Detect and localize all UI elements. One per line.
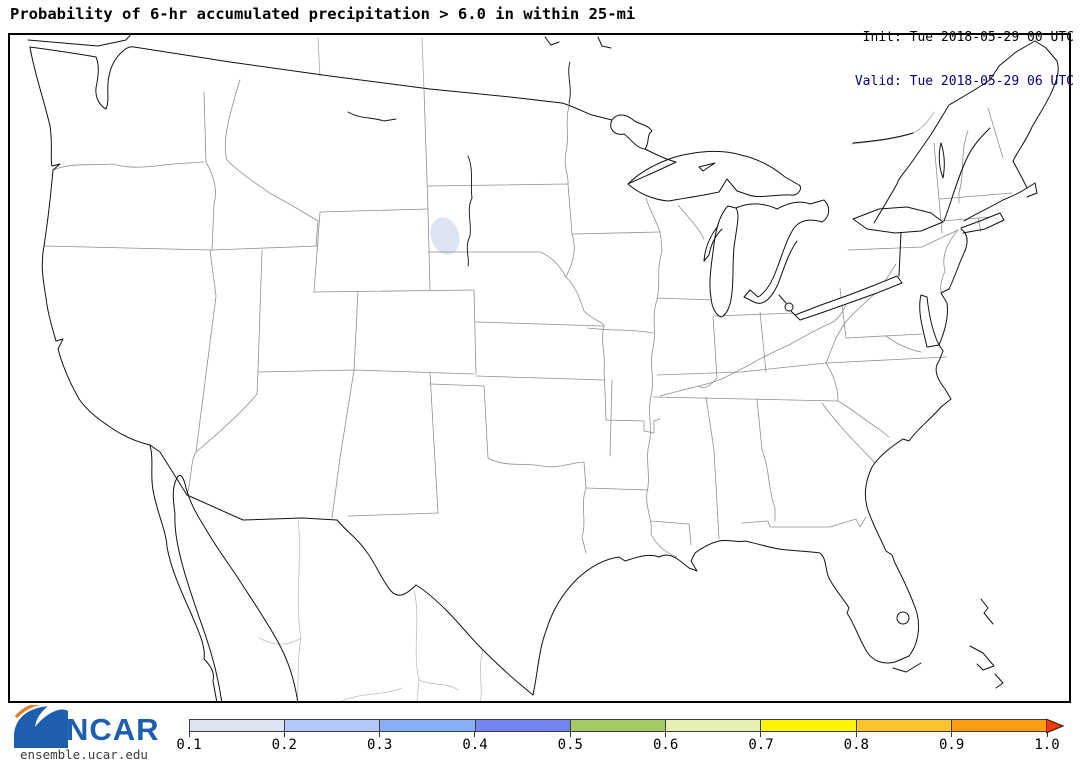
colorbar-tick-label: 0.9 xyxy=(939,737,965,753)
colorbar-tick-label: 0.4 xyxy=(462,737,488,753)
conus-map xyxy=(8,33,1071,703)
colorbar-tick xyxy=(379,732,381,737)
ncar-logo-text: NCAR xyxy=(66,712,160,747)
rivers xyxy=(347,61,571,267)
colorbar-tick-label: 0.2 xyxy=(271,737,297,753)
colorbar-tick xyxy=(855,732,857,737)
colorbar-segment xyxy=(951,720,1046,731)
ncar-logo-orange-arc xyxy=(14,705,41,719)
colorbar-labels: 0.1 0.2 0.3 0.4 0.5 0.6 0.7 0.8 0.9 1.0 xyxy=(176,737,1059,755)
colorbar-segment xyxy=(475,720,571,731)
colorbar-segment xyxy=(190,720,286,731)
colorbar-tick-label: 0.3 xyxy=(367,737,393,753)
colorbar-tick-label: 1.0 xyxy=(1034,737,1060,753)
colorbar-tick-label: 0.5 xyxy=(557,737,583,753)
colorbar-segment xyxy=(285,720,381,731)
valid-time-label: Valid: Tue 2018-05-29 06 UTC xyxy=(854,73,1074,89)
colorbar-tick-label: 0.8 xyxy=(843,737,869,753)
ncar-logo-white-arc xyxy=(13,705,49,722)
colorbar-tick xyxy=(283,732,285,737)
colorbar-tick xyxy=(1046,732,1048,737)
colorbar-segment xyxy=(856,720,952,731)
colorbar-ticks xyxy=(188,732,1048,738)
colorbar-tick xyxy=(188,732,190,737)
colorbar-arrow-shape xyxy=(1046,718,1065,734)
canada-province-borders xyxy=(317,36,935,145)
colorbar-segment xyxy=(666,720,762,731)
colorbar-tick xyxy=(760,732,762,737)
great-lakes xyxy=(627,127,991,321)
map-svg xyxy=(8,33,1071,703)
probability-contour-region xyxy=(430,217,460,255)
colorbar-tick-label: 0.7 xyxy=(748,737,774,753)
colorbar-segment xyxy=(570,720,667,731)
colorbar-arrow xyxy=(1046,718,1065,734)
colorbar-tick-label: 0.6 xyxy=(653,737,679,753)
colorbar-segment xyxy=(761,720,857,731)
colorbar-segment xyxy=(380,720,476,731)
ncar-logo xyxy=(13,705,68,748)
mexico-state-borders xyxy=(258,519,484,703)
colorbar-tick-label: 0.1 xyxy=(176,737,202,753)
map-border xyxy=(8,33,1071,703)
site-url-text: ensemble.ucar.edu xyxy=(20,747,148,762)
page-title: Probability of 6-hr accumulated precipit… xyxy=(10,5,636,23)
colorbar-tick xyxy=(474,732,476,737)
colorbar-tick xyxy=(569,732,571,737)
run-times: Init: Tue 2018-05-29 00 UTC Valid: Tue 2… xyxy=(855,2,1074,118)
colorbar-tick xyxy=(951,732,953,737)
state-borders xyxy=(43,79,1013,558)
ncar-logo-swoosh xyxy=(14,706,68,748)
colorbar-tick xyxy=(665,732,667,737)
colorbar xyxy=(189,719,1047,732)
coastlines-and-borders xyxy=(27,33,1059,703)
